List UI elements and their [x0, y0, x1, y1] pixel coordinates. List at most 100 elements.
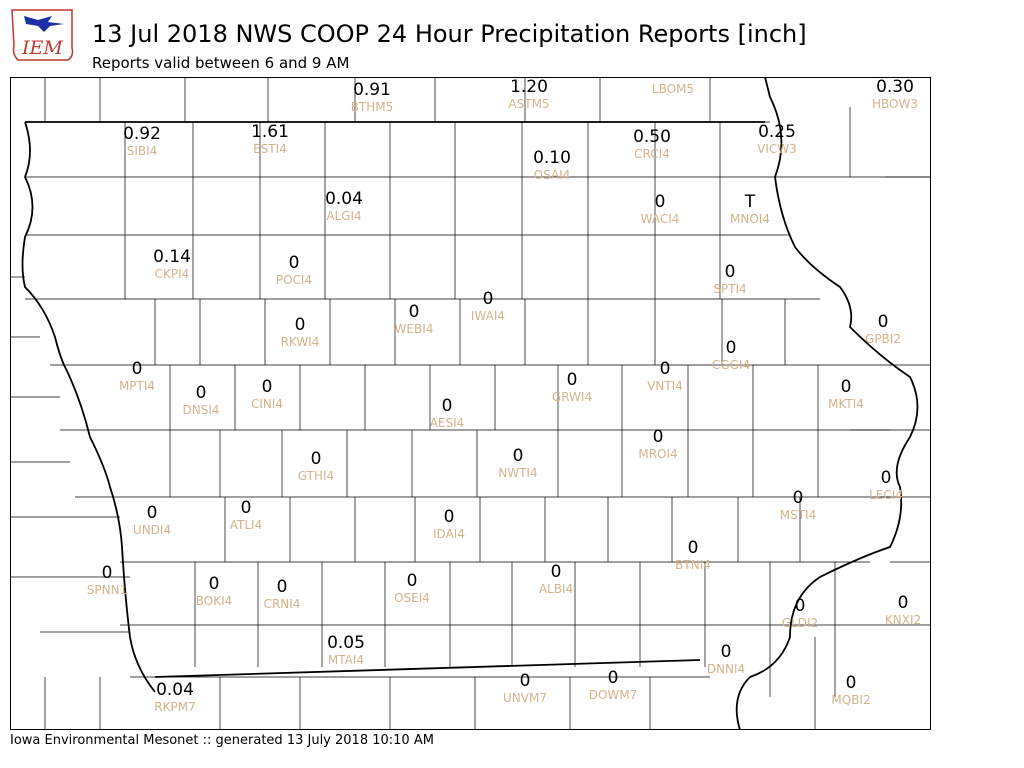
station-id-label: ALBI4: [539, 582, 573, 596]
precip-value: 0: [608, 668, 619, 688]
precip-value: 0: [721, 642, 732, 662]
station-id-label: DNNI4: [707, 662, 745, 676]
precip-value: 1.61: [251, 122, 289, 142]
station-id-label: MTAI4: [328, 653, 364, 667]
station-lbom5: 1.01LBOM5: [652, 77, 694, 96]
station-id-label: OSEI4: [394, 591, 430, 605]
station-id-label: UNVM7: [503, 691, 547, 705]
precip-value: 0: [726, 338, 737, 358]
bird-icon: [24, 16, 64, 32]
station-id-label: ESTI4: [253, 142, 287, 156]
station-id-label: WACI4: [641, 212, 680, 226]
precip-value: 1.20: [510, 77, 548, 97]
precip-value: 0: [102, 563, 113, 583]
precip-value: 0: [846, 673, 857, 693]
precip-value: 0.14: [153, 247, 191, 267]
station-id-label: DNSI4: [182, 403, 219, 417]
station-id-label: SPNN1: [87, 583, 127, 597]
precip-value: 0: [196, 383, 207, 403]
precip-value: 0: [407, 571, 418, 591]
precip-value: 0: [688, 538, 699, 558]
precip-value: 0: [311, 449, 322, 469]
precip-value: T: [744, 192, 756, 212]
precip-value: 0: [898, 593, 909, 613]
station-id-label: BOKI4: [196, 594, 233, 608]
precip-value: 0: [277, 577, 288, 597]
precip-value: 0: [878, 312, 889, 332]
station-id-label: MROI4: [638, 447, 677, 461]
station-id-label: POCI4: [276, 273, 312, 287]
station-id-label: LBOM5: [652, 82, 694, 96]
station-id-label: SIBI4: [127, 144, 158, 158]
map-subtitle: Reports valid between 6 and 9 AM: [92, 54, 350, 72]
station-id-label: BTHM5: [351, 100, 394, 114]
station-id-label: MPTI4: [119, 379, 155, 393]
station-id-label: OSAI4: [534, 168, 571, 182]
precip-value: 0: [147, 503, 158, 523]
station-id-label: RKPM7: [154, 700, 195, 714]
station-id-label: HBOW3: [872, 97, 918, 111]
station-id-label: RKWI4: [281, 335, 320, 349]
precip-value: 0: [520, 671, 531, 691]
precip-value: 0: [725, 262, 736, 282]
precip-value: 0: [209, 574, 220, 594]
precip-value: 0: [653, 427, 664, 447]
precip-value: 0.91: [353, 80, 391, 100]
precip-value: 0: [241, 498, 252, 518]
station-id-label: KNXI2: [885, 613, 921, 627]
state-borders: [21, 77, 919, 730]
precip-value: 0: [483, 289, 494, 309]
precip-value: 0: [295, 315, 306, 335]
precip-value: 0.30: [876, 77, 914, 97]
station-id-label: CGGI4: [712, 358, 750, 372]
precip-value: 0: [551, 562, 562, 582]
station-id-label: AESI4: [430, 416, 465, 430]
station-id-label: ALGI4: [326, 209, 361, 223]
precip-value: 0: [841, 377, 852, 397]
precip-value: 0.05: [327, 633, 365, 653]
footer-credit: Iowa Environmental Mesonet :: generated …: [10, 733, 434, 748]
county-lines: [10, 77, 930, 730]
station-id-label: VICW3: [757, 142, 797, 156]
iowa-south-border: [154, 659, 701, 678]
station-id-label: GLDI2: [782, 616, 818, 630]
station-id-label: CINI4: [251, 397, 283, 411]
precip-value: 0.10: [533, 148, 571, 168]
precip-value: 0: [881, 468, 892, 488]
station-id-label: WEBI4: [395, 322, 434, 336]
precip-value: 0: [655, 192, 666, 212]
station-id-label: MQBI2: [831, 693, 870, 707]
station-id-label: IDAI4: [433, 527, 465, 541]
station-id-label: VNTI4: [647, 379, 683, 393]
station-id-label: GPBI2: [865, 332, 901, 346]
